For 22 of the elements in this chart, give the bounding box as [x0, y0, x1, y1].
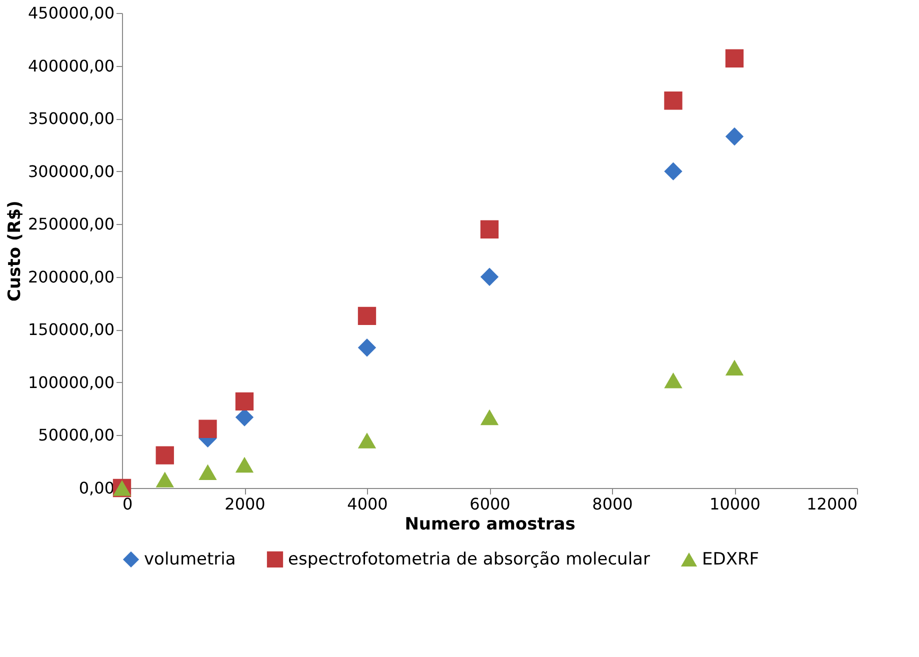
x-tick-label: 10000 [710, 494, 760, 514]
x-tick-label: 0 [122, 494, 133, 514]
y-tick-label: 350000,00 [28, 109, 114, 128]
x-tick-label: 2000 [224, 494, 266, 514]
x-tick-label: 6000 [470, 494, 510, 514]
x-tick-label: 8000 [592, 494, 633, 514]
y-tick-label: 300000,00 [28, 162, 114, 181]
x-axis-title: Numero amostras [404, 514, 576, 534]
x-tick-label: 4000 [347, 494, 388, 514]
legend-label: EDXRF [702, 550, 760, 570]
y-tick-label: 250000,00 [28, 214, 114, 234]
legend-label: espectrofotometria de absorção molecular [288, 549, 650, 570]
y-tick-label: 0,00 [78, 478, 114, 498]
y-axis-title: Custo (R$) [4, 200, 25, 302]
y-tick-label: 150000,00 [28, 320, 114, 340]
y-tick-label: 450000,00 [28, 4, 114, 22]
y-tick-label: 50000,00 [38, 426, 114, 445]
legend-label: volumetria [144, 549, 236, 570]
y-tick-label: 400000,00 [28, 56, 114, 76]
y-tick-label: 200000,00 [28, 267, 114, 286]
x-tick-label: 12000 [806, 494, 858, 514]
y-tick-label: 100000,00 [28, 372, 114, 392]
